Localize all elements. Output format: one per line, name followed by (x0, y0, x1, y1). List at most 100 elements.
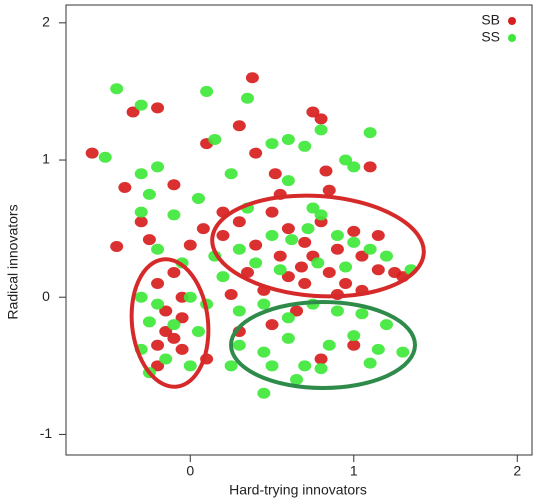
point (151, 339, 165, 351)
point (175, 343, 189, 355)
point (298, 140, 312, 152)
point (265, 229, 279, 241)
x-tick-label: 2 (513, 463, 521, 479)
point (363, 357, 377, 369)
point (379, 250, 393, 262)
y-tick-label: -1 (40, 425, 53, 441)
legend-label: SB (481, 12, 500, 28)
point (306, 202, 320, 214)
point (371, 229, 385, 241)
point (151, 360, 165, 372)
point (151, 278, 165, 290)
point (167, 267, 181, 279)
point (285, 234, 299, 246)
point (265, 319, 279, 331)
point (183, 239, 197, 251)
point (322, 339, 336, 351)
point (232, 339, 246, 351)
point (134, 206, 148, 218)
point (151, 298, 165, 310)
point (167, 319, 181, 331)
point (249, 257, 263, 269)
point (159, 326, 173, 338)
point (118, 181, 132, 193)
legend-marker (508, 34, 516, 42)
point (314, 124, 328, 136)
point (294, 261, 308, 273)
point (134, 216, 148, 228)
point (290, 305, 304, 317)
point (249, 147, 263, 159)
point (265, 360, 279, 372)
point (330, 243, 344, 255)
point (98, 151, 112, 163)
point (311, 257, 325, 269)
y-tick-label: 2 (42, 14, 50, 30)
point (134, 168, 148, 180)
point (268, 168, 282, 180)
point (134, 99, 148, 111)
point (126, 106, 140, 118)
plot-frame (65, 4, 533, 456)
point (319, 165, 333, 177)
legend-label: SS (481, 29, 500, 45)
point (224, 288, 238, 300)
x-tick-label: 0 (186, 463, 194, 479)
point (175, 312, 189, 324)
point (314, 209, 328, 221)
point (183, 291, 197, 303)
point (240, 92, 254, 104)
point (273, 264, 287, 276)
point (314, 353, 328, 365)
cluster-outline (210, 193, 426, 299)
point (265, 206, 279, 218)
y-tick-label: 0 (42, 288, 50, 304)
point (363, 243, 377, 255)
point (224, 360, 238, 372)
point (322, 267, 336, 279)
point (159, 353, 173, 365)
point (347, 161, 361, 173)
point (159, 305, 173, 317)
cluster-outline (129, 257, 211, 389)
point (379, 319, 393, 331)
point (281, 271, 295, 283)
point (134, 291, 148, 303)
point (216, 229, 230, 241)
point (330, 305, 344, 317)
point (281, 133, 295, 145)
points (85, 72, 418, 399)
point (347, 339, 361, 351)
legend-marker (508, 17, 516, 25)
point (142, 316, 156, 328)
point (257, 387, 271, 399)
point (151, 243, 165, 255)
point (363, 161, 377, 173)
point (232, 120, 246, 132)
point (281, 312, 295, 324)
point (151, 161, 165, 173)
point (347, 236, 361, 248)
point (142, 234, 156, 246)
point (265, 138, 279, 150)
point (224, 168, 238, 180)
point (167, 209, 181, 221)
point (110, 83, 124, 95)
point (200, 85, 214, 97)
point (290, 374, 304, 386)
point (249, 239, 263, 251)
point (257, 346, 271, 358)
point (298, 360, 312, 372)
point (232, 305, 246, 317)
point (281, 175, 295, 187)
point (339, 261, 353, 273)
y-axis-label: Radical innovators (5, 204, 21, 319)
point (191, 192, 205, 204)
point (355, 308, 369, 320)
point (330, 229, 344, 241)
point (314, 113, 328, 125)
point (298, 236, 312, 248)
point (371, 343, 385, 355)
point (339, 154, 353, 166)
